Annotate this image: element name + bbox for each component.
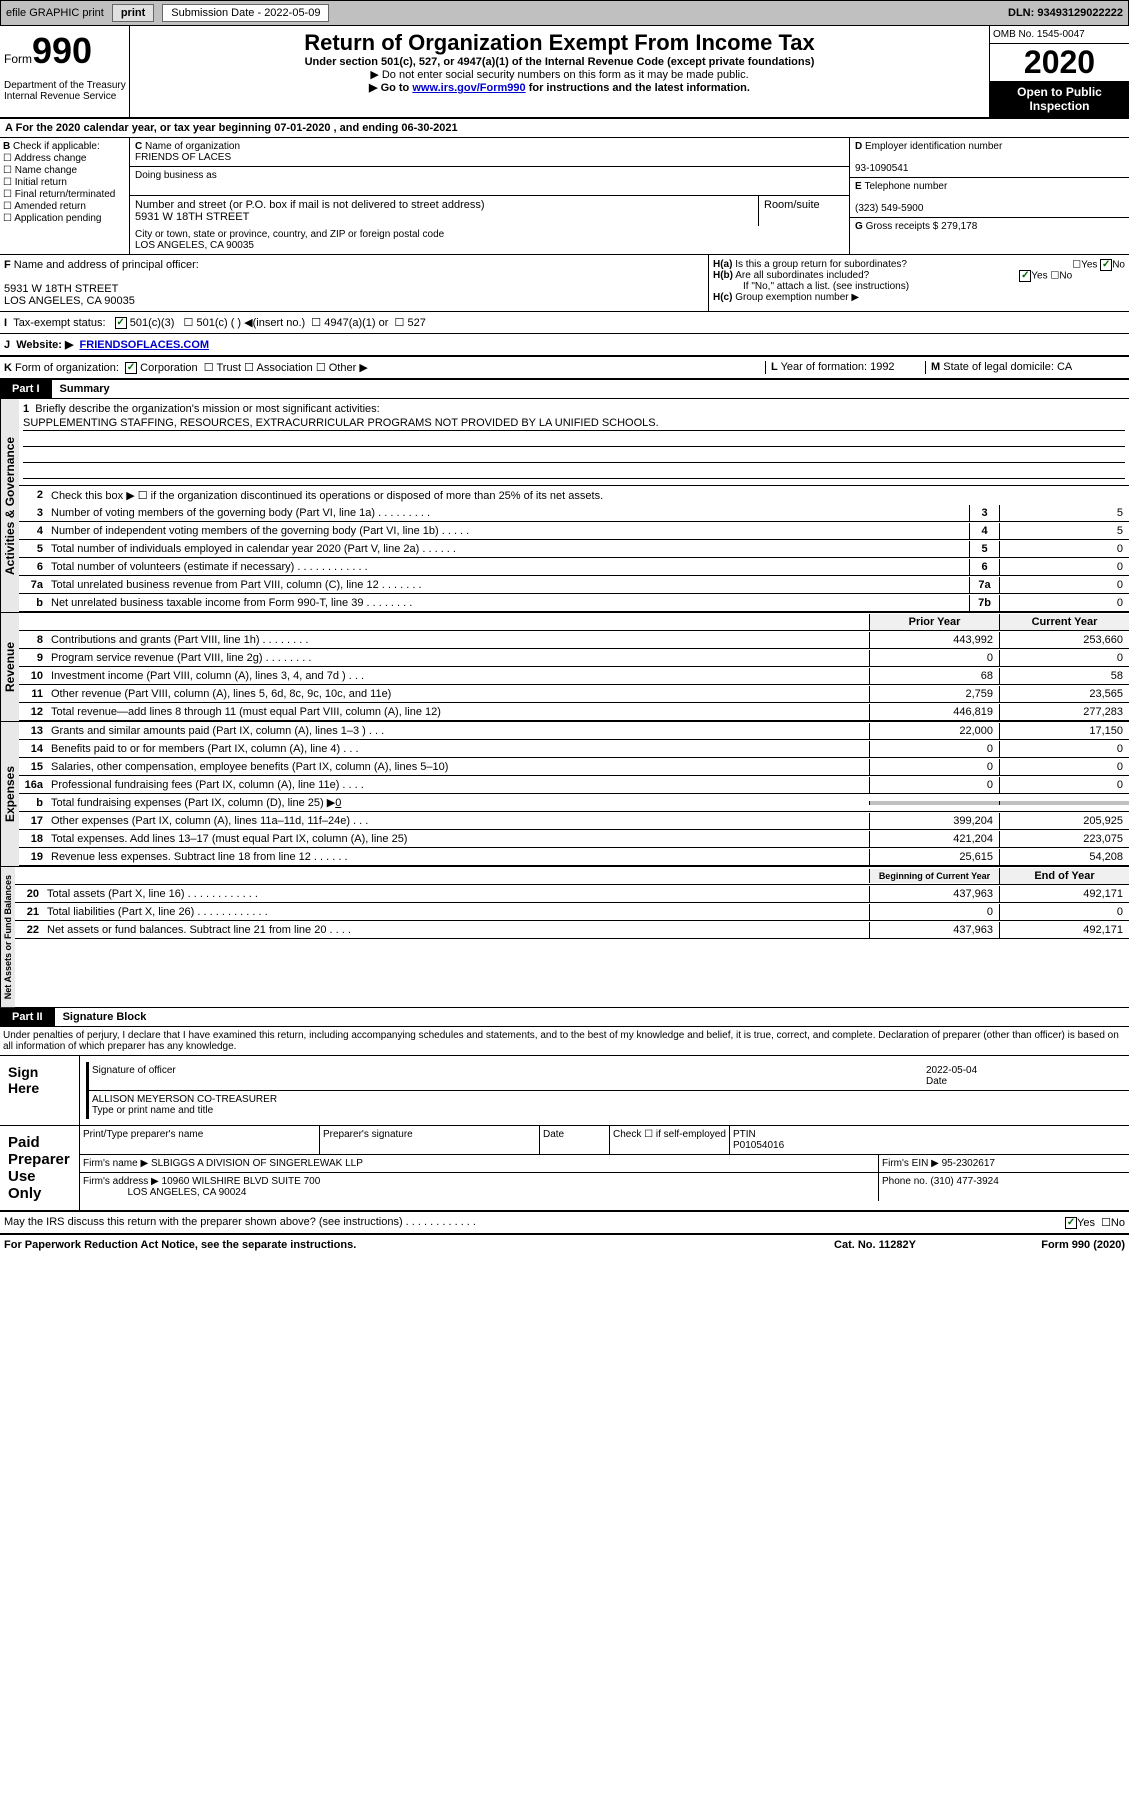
- part1-header: Part I Summary: [0, 380, 1129, 399]
- submission-date: Submission Date - 2022-05-09: [162, 4, 329, 22]
- expenses-section: Expenses 13Grants and similar amounts pa…: [0, 722, 1129, 867]
- org-name: FRIENDS OF LACES: [135, 152, 231, 163]
- chk-address[interactable]: ☐ Address change: [3, 153, 126, 164]
- na-tab: Net Assets or Fund Balances: [0, 867, 15, 1007]
- exp-tab: Expenses: [0, 722, 19, 866]
- goto-note: ▶ Go to www.irs.gov/Form990 for instruct…: [140, 81, 979, 94]
- line-i: I Tax-exempt status: 501(c)(3) ☐ 501(c) …: [0, 312, 1129, 334]
- chk-final[interactable]: ☐ Final return/terminated: [3, 189, 126, 200]
- domicile: CA: [1057, 361, 1072, 373]
- paid-preparer: Paid Preparer Use Only Print/Type prepar…: [0, 1126, 1129, 1211]
- val-4: 5: [999, 523, 1129, 539]
- val-7a: 0: [999, 577, 1129, 593]
- discuss-yes[interactable]: [1065, 1217, 1077, 1229]
- phone: (323) 549-5900: [855, 203, 923, 214]
- print-button[interactable]: print: [112, 4, 154, 22]
- chk-corp[interactable]: [125, 362, 137, 374]
- rev-tab: Revenue: [0, 613, 19, 721]
- chk-amended[interactable]: ☐ Amended return: [3, 201, 126, 212]
- section-b-to-g: B Check if applicable: ☐ Address change …: [0, 138, 1129, 255]
- chk-name[interactable]: ☐ Name change: [3, 165, 126, 176]
- form-subtitle: Under section 501(c), 527, or 4947(a)(1)…: [140, 56, 979, 68]
- city-state: LOS ANGELES, CA 90035: [135, 240, 254, 251]
- perjury-decl: Under penalties of perjury, I declare th…: [0, 1027, 1129, 1056]
- efile-label: efile GRAPHIC print: [6, 7, 104, 19]
- tax-year: 2020: [990, 44, 1129, 81]
- firm-name: SLBIGGS A DIVISION OF SINGERLEWAK LLP: [151, 1158, 363, 1169]
- dept-treasury: Department of the TreasuryInternal Reven…: [4, 72, 134, 102]
- room-suite: Room/suite: [759, 196, 849, 226]
- part2-header: Part II Signature Block: [0, 1008, 1129, 1027]
- val-7b: 0: [999, 595, 1129, 611]
- line-1: 1 Briefly describe the organization's mi…: [19, 399, 1129, 486]
- val-3: 5: [999, 505, 1129, 521]
- discuss-row: May the IRS discuss this return with the…: [0, 1211, 1129, 1235]
- chk-501c3[interactable]: [115, 317, 127, 329]
- omb-number: OMB No. 1545-0047: [990, 26, 1129, 44]
- firm-ein: 95-2302617: [942, 1158, 995, 1169]
- dln: DLN: 93493129022222: [1008, 7, 1123, 19]
- line-a: A For the 2020 calendar year, or tax yea…: [0, 119, 1129, 138]
- sign-date: 2022-05-04: [926, 1065, 977, 1076]
- officer-addr2: LOS ANGELES, CA 90035: [4, 295, 135, 307]
- val-5: 0: [999, 541, 1129, 557]
- open-public: Open to Public Inspection: [990, 81, 1129, 117]
- l8-prior: 443,992: [869, 632, 999, 648]
- mission-text: SUPPLEMENTING STAFFING, RESOURCES, EXTRA…: [23, 417, 1125, 431]
- governance-section: Activities & Governance 1 Briefly descri…: [0, 399, 1129, 613]
- val-6: 0: [999, 559, 1129, 575]
- ssn-note: ▶ Do not enter social security numbers o…: [140, 68, 979, 81]
- chk-pending[interactable]: ☐ Application pending: [3, 213, 126, 224]
- chk-initial[interactable]: ☐ Initial return: [3, 177, 126, 188]
- sign-here: Sign Here Signature of officer 2022-05-0…: [0, 1056, 1129, 1126]
- col-d-e-g: D Employer identification number93-10905…: [849, 138, 1129, 254]
- officer-addr1: 5931 W 18TH STREET: [4, 283, 118, 295]
- col-b: B Check if applicable: ☐ Address change …: [0, 138, 130, 254]
- col-c: C Name of organizationFRIENDS OF LACES D…: [130, 138, 849, 254]
- firm-phone: (310) 477-3924: [930, 1176, 998, 1187]
- netassets-section: Net Assets or Fund Balances Beginning of…: [0, 867, 1129, 1008]
- line-k-l-m: K Form of organization: Corporation ☐ Tr…: [0, 357, 1129, 380]
- l8-curr: 253,660: [999, 632, 1129, 648]
- top-bar: efile GRAPHIC print print Submission Dat…: [0, 0, 1129, 26]
- ein: 93-1090541: [855, 163, 908, 174]
- section-f-h: F Name and address of principal officer:…: [0, 255, 1129, 312]
- form-title: Return of Organization Exempt From Incom…: [140, 30, 979, 56]
- gross-receipts: 279,178: [941, 221, 977, 232]
- irs-link[interactable]: www.irs.gov/Form990: [412, 82, 525, 94]
- firm-addr: 10960 WILSHIRE BLVD SUITE 700: [162, 1176, 321, 1187]
- ptin: P01054016: [733, 1140, 784, 1151]
- revenue-section: Revenue Prior YearCurrent Year 8Contribu…: [0, 613, 1129, 722]
- page-footer: For Paperwork Reduction Act Notice, see …: [0, 1235, 1129, 1255]
- street: 5931 W 18TH STREET: [135, 211, 249, 223]
- line-j: J Website: ▶ FRIENDSOFLACES.COM: [0, 334, 1129, 357]
- gov-tab: Activities & Governance: [0, 399, 19, 612]
- year-formation: 1992: [870, 361, 894, 373]
- form-number: Form990: [4, 30, 125, 72]
- officer-name: ALLISON MEYERSON CO-TREASURER: [92, 1094, 277, 1105]
- form-header: Form990 Department of the TreasuryIntern…: [0, 26, 1129, 119]
- website-link[interactable]: FRIENDSOFLACES.COM: [80, 339, 210, 351]
